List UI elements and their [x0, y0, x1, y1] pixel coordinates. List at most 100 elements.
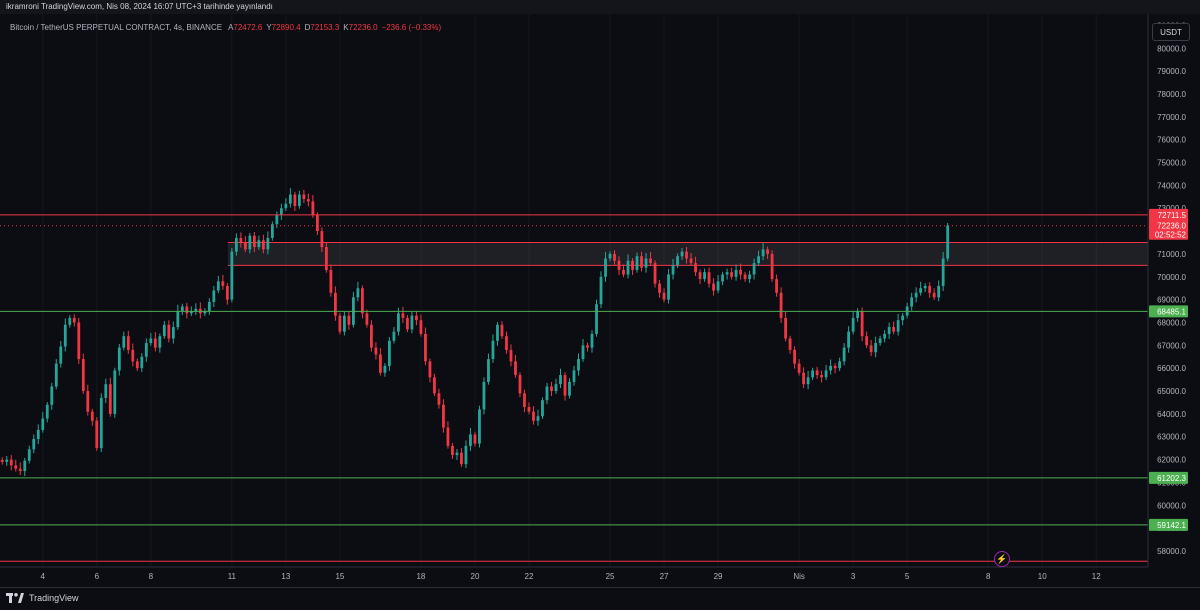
candle-body	[851, 317, 855, 332]
chart-legend: Bitcoin / TetherUS PERPETUAL CONTRACT, 4…	[10, 23, 445, 32]
candle-body	[131, 349, 135, 362]
candle-body	[225, 285, 229, 300]
candle-body	[865, 336, 869, 346]
candle-body	[212, 290, 216, 302]
candle-body	[743, 274, 747, 280]
time-tick-label: 22	[525, 572, 534, 581]
time-tick-label: 15	[335, 572, 344, 581]
candle-body	[671, 265, 675, 275]
price-tick-label: 67000.0	[1157, 341, 1186, 350]
candle-body	[90, 411, 94, 421]
time-tick-label: 20	[471, 572, 480, 581]
legend-high-key: Y	[266, 23, 272, 32]
currency-button[interactable]: USDT	[1152, 23, 1190, 41]
candle-body	[748, 274, 751, 280]
candle-body	[99, 397, 103, 449]
candle-body	[509, 349, 513, 362]
legend-close-value: 72236.0	[348, 23, 378, 32]
candle-body	[797, 363, 801, 373]
candle-body	[878, 338, 882, 344]
candle-body	[86, 391, 90, 412]
candle-body	[689, 258, 693, 264]
candle-body	[270, 224, 274, 238]
legend-change-value: −236.6 (−0.33%)	[381, 23, 442, 32]
candle-body	[388, 340, 391, 366]
price-tick-label: 76000.0	[1157, 136, 1186, 145]
candle-body	[739, 269, 742, 275]
candle-body	[315, 215, 319, 232]
candle-body	[707, 272, 711, 284]
candle-body	[180, 306, 184, 312]
candle-body	[68, 317, 72, 325]
candle-body	[766, 249, 769, 254]
candle-body	[734, 269, 738, 277]
candle-body	[113, 370, 117, 414]
candle-body	[243, 242, 247, 250]
candle-body	[167, 324, 171, 339]
time-axis[interactable]: 4 6 8 11 13 15 18 20 22 25 27 29 Nis 3 5 8 10 12	[41, 572, 1102, 581]
lightning-icon[interactable]: ⚡	[994, 551, 1010, 567]
candle-body	[604, 258, 607, 277]
candle-body	[248, 235, 252, 250]
candle-body	[442, 404, 445, 428]
candle-body	[153, 338, 157, 348]
candle-body	[662, 292, 666, 300]
price-chart[interactable]: 58000.059000.060000.061000.062000.063000…	[0, 14, 1200, 587]
candle-body	[523, 393, 526, 408]
candle-body	[383, 365, 387, 373]
candle-body	[518, 375, 522, 394]
candle-body	[842, 347, 846, 362]
candle-body	[536, 416, 540, 421]
candle-body	[856, 311, 860, 318]
price-axis-labels: 72711.5 68485.1 61202.3 59142.1 72236.002:52…	[1149, 208, 1188, 531]
candle-body	[293, 194, 297, 206]
candle-body	[527, 407, 531, 412]
candle-body	[482, 381, 486, 410]
candle-body	[752, 263, 756, 275]
candle-body	[559, 375, 562, 385]
candle-body	[685, 251, 688, 259]
candle-body	[608, 253, 612, 259]
candle-body	[563, 375, 567, 396]
legend-symbol[interactable]: Bitcoin / TetherUS PERPETUAL CONTRACT, 4…	[10, 23, 223, 32]
price-tick-label: 58000.0	[1157, 547, 1186, 556]
price-tick-label: 71000.0	[1157, 250, 1186, 259]
candle-body	[649, 258, 652, 264]
time-tick-label: 25	[606, 572, 615, 581]
candle-body	[261, 240, 265, 250]
candle-body	[622, 269, 625, 275]
candle-body	[869, 345, 873, 353]
candle-body	[415, 315, 418, 321]
candle-body	[802, 372, 805, 385]
candle-body	[311, 201, 315, 216]
candle-body	[410, 315, 414, 330]
candle-body	[343, 315, 346, 332]
candle-body	[365, 313, 369, 325]
time-tick-label: Nis	[793, 572, 805, 581]
horizontal-lines[interactable]	[0, 214, 1148, 562]
tradingview-logo[interactable]: TradingView	[6, 593, 79, 603]
candle-body	[941, 258, 945, 286]
price-tick-label: 73000.0	[1157, 204, 1186, 213]
candle-body	[896, 320, 900, 332]
candle-body	[676, 256, 679, 266]
candle-body	[5, 459, 9, 462]
price-tick-label: 80000.0	[1157, 44, 1186, 53]
candle-body	[554, 384, 558, 392]
candle-body	[829, 365, 833, 371]
candle-body	[437, 393, 441, 405]
price-tick-label: 66000.0	[1157, 364, 1186, 373]
candle-body	[446, 427, 450, 446]
price-tick-label: 62000.0	[1157, 456, 1186, 465]
candle-body	[838, 361, 842, 369]
candle-body	[0, 460, 4, 462]
candle-body	[455, 452, 459, 456]
publisher-info: ikramroni TradingView.com, Nis 08, 2024 …	[6, 2, 273, 11]
price-tick-label: 69000.0	[1157, 296, 1186, 305]
candle-body	[793, 349, 796, 364]
candle-body	[914, 292, 918, 298]
price-label-box	[1149, 305, 1188, 318]
candle-body	[820, 375, 824, 378]
price-label-box	[1149, 471, 1188, 484]
candle-body	[23, 460, 27, 472]
